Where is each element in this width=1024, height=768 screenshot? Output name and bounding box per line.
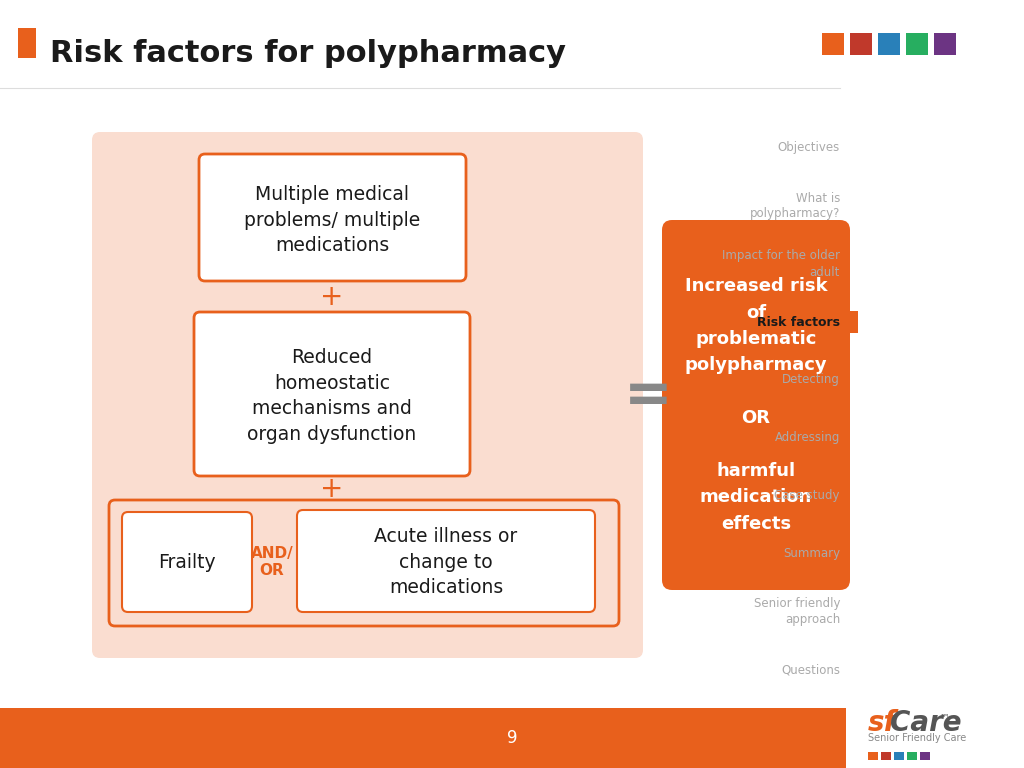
- FancyBboxPatch shape: [0, 708, 1024, 768]
- FancyBboxPatch shape: [850, 33, 872, 55]
- Text: Acute illness or
change to
medications: Acute illness or change to medications: [375, 527, 517, 598]
- Text: Care: Care: [890, 709, 962, 737]
- Text: sf: sf: [868, 709, 897, 737]
- FancyBboxPatch shape: [822, 33, 844, 55]
- Text: Multiple medical
problems/ multiple
medications: Multiple medical problems/ multiple medi…: [244, 185, 420, 255]
- FancyBboxPatch shape: [881, 752, 891, 760]
- FancyBboxPatch shape: [878, 33, 900, 55]
- Text: =: =: [624, 366, 673, 423]
- Text: Frailty: Frailty: [158, 552, 216, 571]
- Text: Case study: Case study: [774, 489, 840, 502]
- Text: Questions: Questions: [781, 664, 840, 677]
- Text: +: +: [321, 283, 344, 311]
- Text: AND/
OR: AND/ OR: [251, 546, 293, 578]
- FancyBboxPatch shape: [934, 33, 956, 55]
- Text: +: +: [321, 475, 344, 503]
- FancyBboxPatch shape: [297, 510, 595, 612]
- Text: Detecting: Detecting: [782, 373, 840, 386]
- Text: Senior Friendly Care: Senior Friendly Care: [868, 733, 967, 743]
- Text: Impact for the older
adult: Impact for the older adult: [722, 250, 840, 279]
- FancyBboxPatch shape: [844, 311, 858, 333]
- Text: What is
polypharmacy?: What is polypharmacy?: [750, 191, 840, 220]
- FancyBboxPatch shape: [92, 132, 643, 658]
- Text: Senior friendly
approach: Senior friendly approach: [754, 598, 840, 627]
- FancyBboxPatch shape: [907, 752, 918, 760]
- FancyBboxPatch shape: [906, 33, 928, 55]
- Text: Increased risk
of
problematic
polypharmacy

OR

harmful
medication
effects: Increased risk of problematic polypharma…: [685, 277, 827, 533]
- Text: Reduced
homeostatic
mechanisms and
organ dysfunction: Reduced homeostatic mechanisms and organ…: [248, 348, 417, 444]
- FancyBboxPatch shape: [662, 220, 850, 590]
- FancyBboxPatch shape: [920, 752, 930, 760]
- FancyBboxPatch shape: [868, 752, 878, 760]
- FancyBboxPatch shape: [122, 512, 252, 612]
- Text: Summary: Summary: [783, 548, 840, 561]
- FancyBboxPatch shape: [894, 752, 904, 760]
- Text: Risk factors for polypharmacy: Risk factors for polypharmacy: [50, 38, 566, 68]
- Text: ™: ™: [940, 712, 949, 722]
- FancyBboxPatch shape: [194, 312, 470, 476]
- FancyBboxPatch shape: [18, 28, 36, 58]
- Text: Objectives: Objectives: [778, 141, 840, 154]
- FancyBboxPatch shape: [199, 154, 466, 281]
- Text: Addressing: Addressing: [774, 432, 840, 445]
- Text: Risk factors: Risk factors: [757, 316, 840, 329]
- Text: 9: 9: [507, 729, 517, 747]
- FancyBboxPatch shape: [846, 706, 1024, 768]
